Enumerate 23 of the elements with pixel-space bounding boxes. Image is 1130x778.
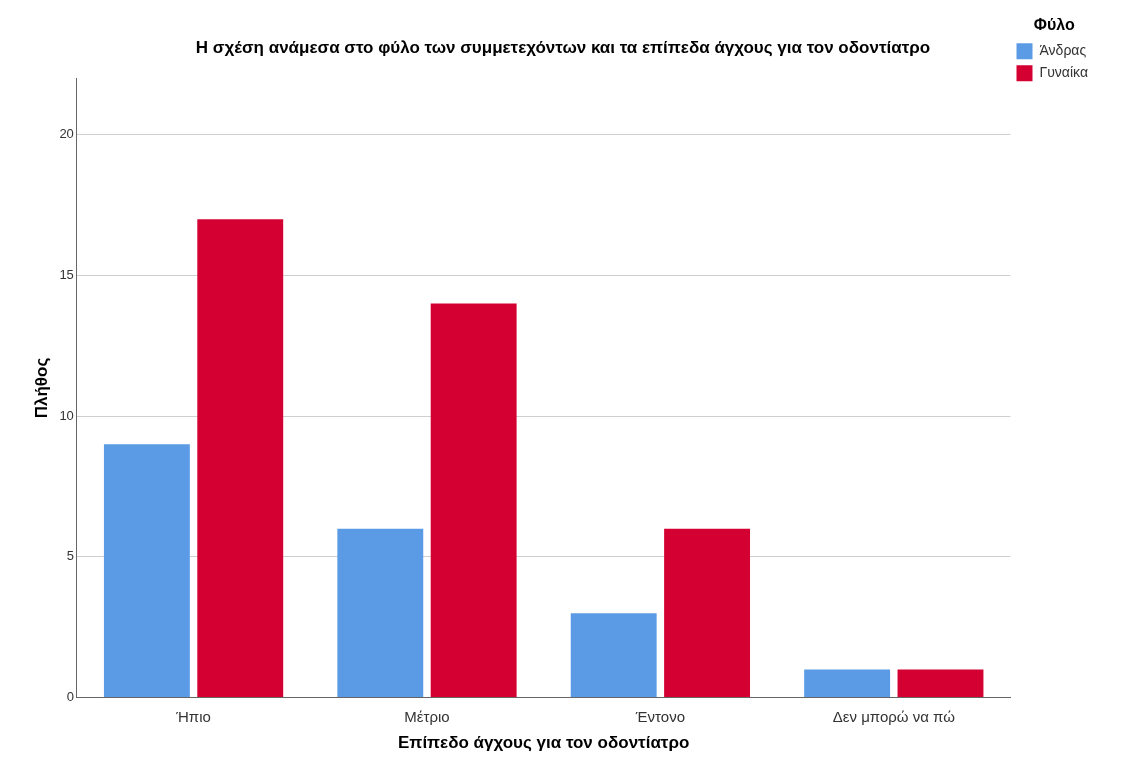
- bar: [897, 669, 984, 698]
- x-axis-title: Επίπεδο άγχους για τον οδοντίατρο: [398, 733, 690, 753]
- y-tick-label: 5: [66, 548, 74, 564]
- x-tick-label: Μέτριο: [404, 707, 450, 725]
- y-axis-title: Πλήθος: [31, 357, 51, 419]
- y-tick-label: 15: [59, 267, 74, 282]
- legend-label: Γυναίκα: [1039, 64, 1089, 81]
- bar: [337, 528, 424, 698]
- x-tick-label: Έντονο: [634, 707, 685, 725]
- y-tick-label: 10: [59, 407, 74, 423]
- legend-title: Φύλο: [1033, 16, 1075, 34]
- bar: [430, 303, 517, 698]
- x-tick-label: Ήπιο: [175, 707, 211, 725]
- x-tick-label: Δεν μπορώ να πώ: [832, 707, 956, 725]
- bar: [804, 669, 891, 698]
- bar: [197, 219, 284, 698]
- bar: [103, 444, 190, 698]
- bar: [664, 528, 751, 698]
- legend-label: Άνδρας: [1039, 42, 1087, 59]
- y-tick-label: 20: [59, 126, 74, 142]
- chart-title: Η σχέση ανάμεσα στο φύλο των συμμετεχόντων και τα επίπεδα άγχους για τον οδοντίατρο: [195, 37, 931, 57]
- bar: [570, 613, 657, 698]
- y-tick-label: 0: [66, 689, 74, 705]
